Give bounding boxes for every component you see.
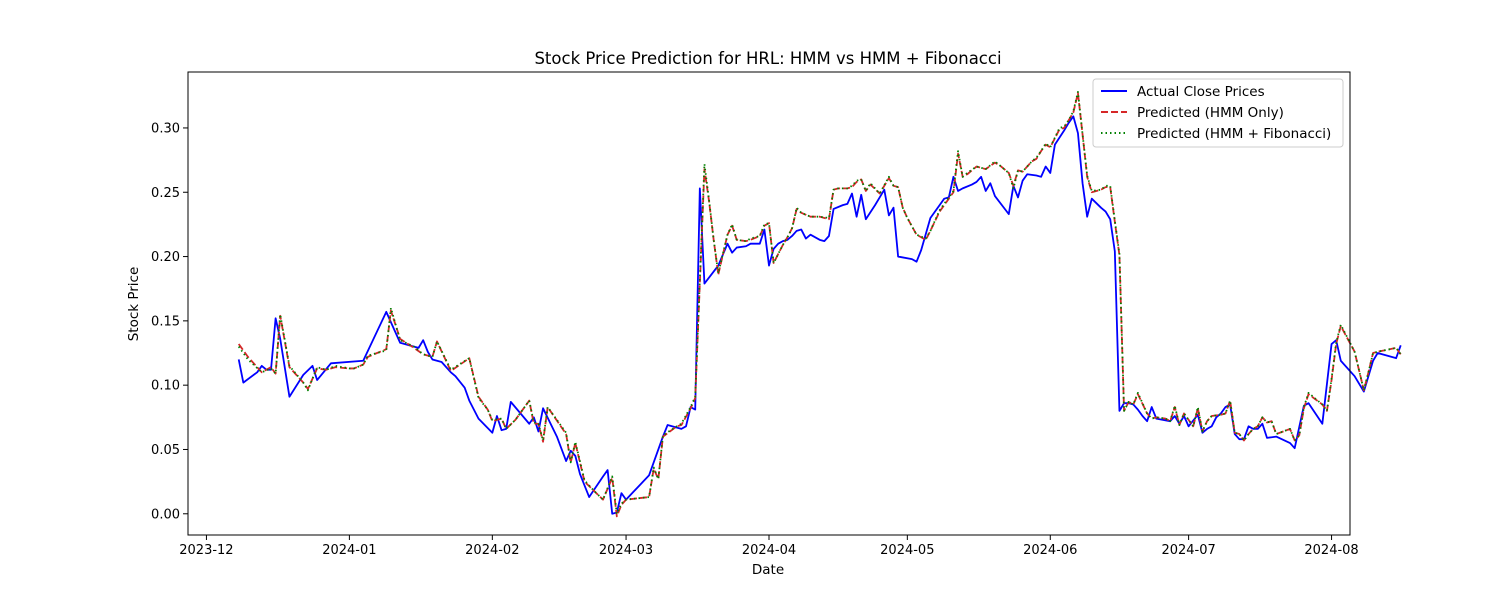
x-tick-label: 2024-01 — [322, 543, 376, 558]
x-tick-label: 2024-08 — [1304, 543, 1358, 558]
plot-area — [188, 72, 1350, 535]
legend-box — [1092, 78, 1344, 148]
y-tick-label: 0.15 — [151, 314, 180, 329]
series-line-hmm — [237, 92, 1402, 518]
legend-label-hmm: Predicted (HMM Only) — [1137, 105, 1284, 121]
x-axis-label: Date — [752, 562, 784, 578]
y-tick-label: 0.25 — [151, 186, 180, 201]
y-tick-label: 0.05 — [151, 443, 180, 458]
x-tick-label: 2024-07 — [1161, 543, 1215, 558]
y-tick-label: 0.00 — [151, 507, 180, 522]
x-tick-label: 2024-06 — [1023, 543, 1077, 558]
y-tick-label: 0.20 — [151, 250, 180, 265]
chart-title: Stock Price Prediction for HRL: HMM vs H… — [534, 49, 1001, 68]
series-layer — [237, 91, 1402, 518]
y-axis-label: Stock Price — [126, 267, 142, 342]
x-tick-label: 2024-03 — [599, 543, 653, 558]
x-tick-label: 2023-12 — [179, 543, 233, 558]
x-tick-label: 2024-02 — [465, 543, 519, 558]
x-tick-label: 2024-04 — [742, 543, 796, 558]
legend-label-actual: Actual Close Prices — [1137, 84, 1265, 100]
x-tick-label: 2024-05 — [880, 543, 934, 558]
y-tick-label: 0.30 — [151, 121, 180, 136]
legend: Actual Close Prices Predicted (HMM Only)… — [1092, 78, 1344, 148]
x-axis: 2023-12 2024-01 2024-02 2024-03 2024-04 2024-… — [179, 535, 1359, 558]
legend-label-fib: Predicted (HMM + Fibonacci) — [1137, 126, 1331, 142]
y-tick-label: 0.10 — [151, 379, 180, 394]
series-line-actual — [237, 115, 1402, 515]
y-axis: 0.00 0.05 0.10 0.15 0.20 0.25 0.30 — [151, 121, 188, 522]
